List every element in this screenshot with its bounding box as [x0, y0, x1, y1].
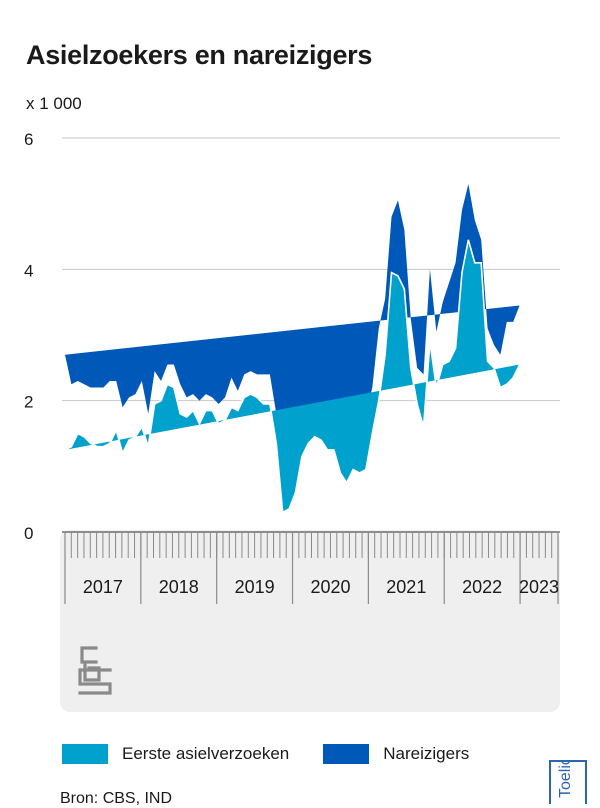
toelichting-label: Toelichting: [557, 760, 574, 798]
chart-title: Asielzoekers en nareizigers: [26, 40, 373, 70]
area-layer: [64, 183, 521, 514]
x-year-label-2020: 2020: [310, 577, 350, 597]
axis-band-background: [60, 530, 560, 712]
legend-swatch-nareizigers: [323, 744, 370, 764]
x-year-label-2017: 2017: [83, 577, 123, 597]
y-tick-label-0: 0: [24, 524, 33, 543]
area-nareizigers: [65, 183, 520, 506]
legend-item-eerste-asielverzoeken: Eerste asielverzoeken: [62, 744, 289, 764]
tick-layer: [62, 531, 560, 604]
x-year-label-2023: 2023: [519, 577, 559, 597]
legend-label-nareizigers: Nareizigers: [383, 744, 470, 763]
legend-item-nareizigers: Nareizigers: [323, 744, 469, 764]
area-eerste-asielverzoeken: [65, 239, 520, 513]
legend: Eerste asielverzoeken Nareizigers: [62, 744, 503, 764]
x-year-label-2019: 2019: [235, 577, 275, 597]
x-year-label-2018: 2018: [159, 577, 199, 597]
source-note: Bron: CBS, IND: [60, 790, 173, 807]
y-unit-label: x 1 000: [26, 94, 82, 113]
label-layer: 0 2 4 6 2017 2018 2019 2020 2021 2022 2023: [24, 130, 559, 597]
y-tick-label-2: 2: [24, 393, 33, 412]
y-tick-label-6: 6: [24, 130, 33, 149]
series-divider-line: [64, 239, 521, 514]
cbs-logo-icon: [78, 646, 112, 695]
x-year-label-2021: 2021: [386, 577, 426, 597]
legend-label-eerste-asielverzoeken: Eerste asielverzoeken: [122, 744, 290, 763]
legend-swatch-eerste-asielverzoeken: [62, 744, 108, 764]
toelichting-tab[interactable]: Toelichting: [549, 760, 587, 804]
x-year-label-2022: 2022: [462, 577, 502, 597]
y-tick-label-4: 4: [24, 261, 33, 280]
